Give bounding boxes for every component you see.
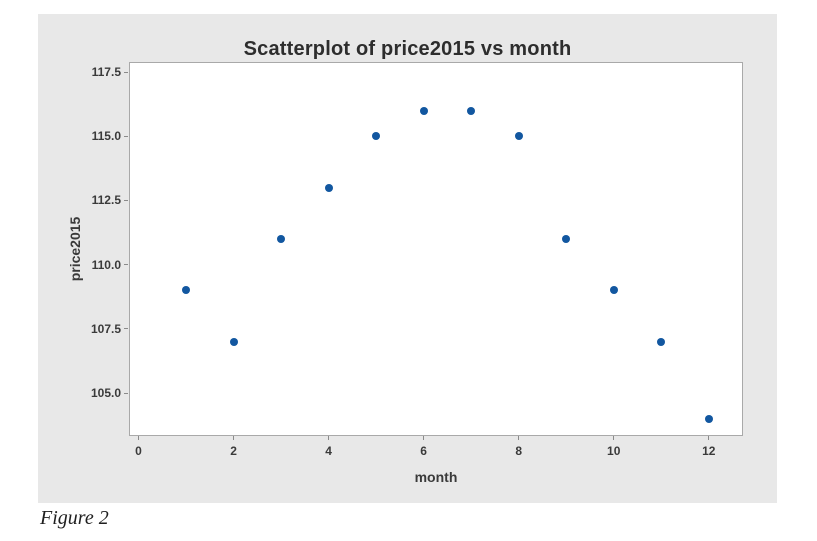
y-tick-mark <box>124 264 128 266</box>
scatter-point <box>467 106 476 115</box>
y-tick-label: 115.0 <box>91 129 121 144</box>
y-tick-label: 105.0 <box>90 386 121 401</box>
graph-panel: Scatterplot of price2015 vs month month … <box>38 14 777 503</box>
x-tick-label: 8 <box>515 444 523 458</box>
y-tick-label: 107.5 <box>90 321 121 336</box>
x-tick-label: 12 <box>702 444 716 458</box>
x-tick-mark <box>708 436 710 440</box>
x-tick-label: 2 <box>230 444 237 458</box>
x-tick-mark <box>423 436 425 440</box>
figure-caption: Figure 2 <box>40 507 109 529</box>
scatter-point <box>372 132 381 141</box>
scatter-point <box>609 286 618 295</box>
x-tick-label: 4 <box>325 444 332 458</box>
scatter-point <box>419 106 428 115</box>
scatter-point <box>514 132 523 141</box>
x-tick-mark <box>518 436 520 440</box>
scatter-point <box>277 234 286 243</box>
scatter-point <box>229 337 238 346</box>
scatter-point <box>182 286 191 295</box>
y-tick-label: 112.5 <box>91 193 121 208</box>
y-tick-mark <box>124 199 128 201</box>
x-axis-title: month <box>414 469 458 485</box>
x-tick-mark <box>613 436 615 440</box>
scatter-point <box>704 414 713 423</box>
x-tick-mark <box>328 436 330 440</box>
chart-title: Scatterplot of price2015 vs month <box>243 38 572 60</box>
scatter-point <box>324 183 333 192</box>
y-tick-mark <box>124 71 128 73</box>
x-tick-label: 0 <box>135 444 142 458</box>
y-tick-label: 110.0 <box>91 257 121 272</box>
x-tick-label: 10 <box>607 444 621 458</box>
scatter-point <box>562 234 571 243</box>
plot-area <box>129 62 743 436</box>
x-tick-mark <box>233 436 235 440</box>
x-tick-label: 6 <box>420 444 427 458</box>
y-tick-mark <box>124 392 128 394</box>
y-tick-label: 117.5 <box>91 65 121 80</box>
y-tick-mark <box>124 328 128 330</box>
y-tick-mark <box>124 135 128 137</box>
scatter-point <box>657 337 666 346</box>
x-tick-mark <box>138 436 139 440</box>
